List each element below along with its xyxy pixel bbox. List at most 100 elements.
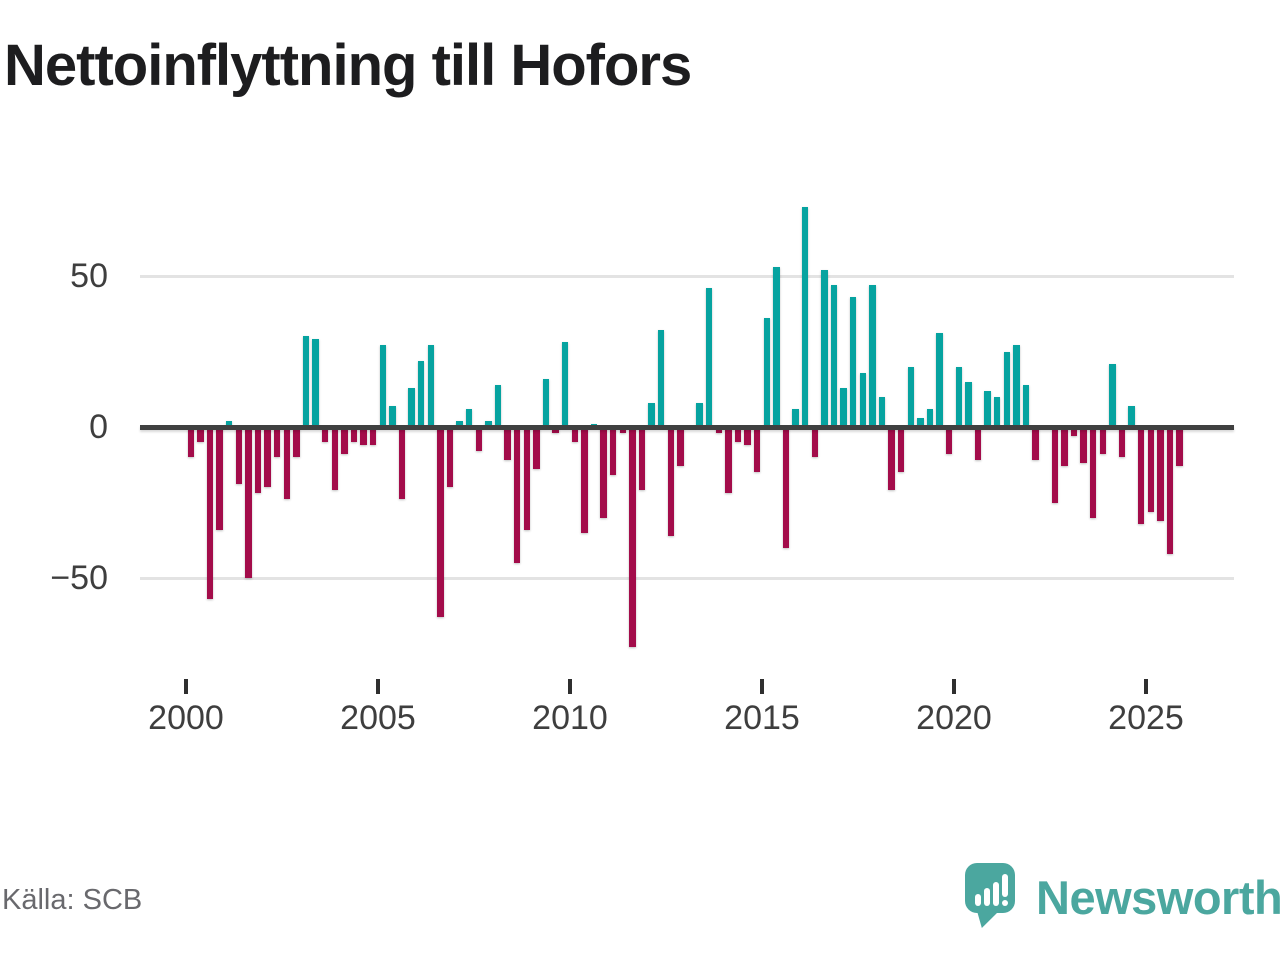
bar-2003-q2: [312, 339, 319, 427]
bar-2013-q4: [715, 427, 723, 434]
bar-2006-q2: [427, 345, 435, 427]
bar-2005-q1: [379, 345, 387, 427]
bar-2019-q2: [926, 408, 934, 427]
bar-2002-q4: [293, 427, 300, 458]
bar-2001-q2: [235, 427, 243, 485]
x-tick-2000: [184, 679, 188, 694]
bar-2010-q2: [581, 427, 588, 533]
bar-2024-q1: [1109, 363, 1116, 427]
bar-2019-q1: [917, 417, 924, 427]
source-label: Källa: SCB: [2, 884, 143, 916]
bar-2024-q4: [1137, 427, 1145, 524]
bar-2023-q2: [1080, 427, 1087, 464]
bar-2000-q2: [197, 427, 204, 443]
bar-2020-q2: [965, 381, 972, 427]
bar-2011-q1: [609, 427, 617, 476]
bar-2003-q1: [302, 336, 310, 427]
bar-2000-q1: [187, 427, 195, 458]
bar-2014-q1: [725, 427, 732, 494]
bar-2010-q4: [600, 427, 607, 518]
bar-2022-q4: [1061, 427, 1068, 467]
y-tick-label--50: −50: [50, 559, 108, 597]
x-tick-label-2025: 2025: [1108, 699, 1184, 737]
bar-2000-q3: [206, 427, 214, 600]
bar-2016-q4: [830, 285, 838, 427]
bar-2025-q3: [1166, 427, 1174, 554]
bar-2014-q3: [744, 427, 751, 446]
bar-2022-q1: [1032, 427, 1039, 461]
bar-2008-q4: [523, 427, 531, 530]
x-tick-label-2015: 2015: [724, 699, 800, 737]
bar-2006-q3: [437, 427, 444, 618]
bar-2002-q1: [264, 427, 271, 488]
bar-2005-q2: [389, 405, 396, 427]
bar-2025-q1: [1147, 427, 1155, 512]
bar-2001-q4: [254, 427, 262, 494]
bar-2025-q4: [1176, 427, 1183, 467]
bar-2020-q1: [955, 366, 963, 427]
bar-2004-q3: [360, 427, 367, 446]
bar-2009-q3: [552, 427, 559, 434]
bar-2006-q4: [446, 427, 454, 488]
bar-2008-q1: [494, 384, 502, 427]
bar-2005-q3: [398, 427, 406, 500]
bar-2008-q3: [513, 427, 521, 563]
newsworthy-wordmark: Newsworthy: [1036, 871, 1280, 924]
x-tick-2020: [952, 679, 956, 694]
bar-2002-q2: [273, 427, 281, 458]
bar-2007-q3: [475, 427, 483, 452]
bar-2009-q1: [533, 427, 540, 470]
bar-2009-q4: [561, 342, 569, 427]
bar-2015-q2: [773, 266, 780, 427]
y-tick-label-0: 0: [89, 408, 108, 446]
bar-2006-q1: [417, 360, 425, 427]
bar-2015-q3: [782, 427, 790, 548]
logo-chart-bar-medium: [984, 888, 990, 906]
bar-2003-q4: [331, 427, 339, 491]
bar-2021-q2: [1003, 351, 1011, 427]
bar-2012-q1: [648, 402, 655, 427]
bar-2014-q4: [753, 427, 761, 473]
newsworthy-logo: Newsworthy: [963, 861, 1280, 931]
bar-2014-q2: [734, 427, 742, 443]
bar-2023-q1: [1070, 427, 1078, 437]
gridline-50: [140, 274, 1234, 278]
bar-2007-q1: [456, 420, 463, 427]
newsworthy-logo-tail: [977, 911, 999, 928]
bar-2012-q2: [657, 330, 665, 427]
logo-exclamation-bar: [1002, 874, 1008, 897]
bar-2010-q1: [571, 427, 579, 443]
bar-2016-q3: [821, 269, 828, 427]
bar-2024-q2: [1118, 427, 1126, 458]
bar-2004-q4: [369, 427, 377, 446]
bar-2001-q3: [245, 427, 252, 578]
bar-2021-q4: [1022, 384, 1030, 427]
x-tick-2010: [568, 679, 572, 694]
x-tick-label-2010: 2010: [532, 699, 608, 737]
bar-2003-q3: [321, 427, 329, 443]
bar-2012-q3: [667, 427, 675, 536]
logo-chart-bar-small: [975, 894, 981, 906]
bar-2001-q1: [225, 420, 233, 427]
bar-2017-q2: [849, 297, 857, 427]
x-tick-2025: [1144, 679, 1148, 694]
bar-2018-q1: [878, 396, 886, 427]
bar-2005-q4: [408, 387, 415, 427]
bar-2007-q2: [465, 408, 473, 427]
bar-2015-q4: [792, 408, 799, 427]
logo-exclamation-dot: [1002, 900, 1008, 906]
bar-2021-q3: [1013, 345, 1020, 427]
bar-2004-q1: [341, 427, 348, 455]
bar-2018-q2: [888, 427, 895, 491]
bar-2000-q4: [216, 427, 223, 530]
bar-2017-q4: [869, 285, 876, 427]
bar-2013-q3: [705, 288, 713, 427]
bar-2008-q2: [504, 427, 511, 461]
bar-2023-q3: [1089, 427, 1097, 518]
bar-2021-q1: [993, 396, 1001, 427]
bar-2017-q3: [859, 372, 867, 427]
bar-2011-q2: [619, 427, 627, 434]
bar-2019-q3: [936, 333, 943, 427]
bar-2018-q3: [897, 427, 905, 473]
